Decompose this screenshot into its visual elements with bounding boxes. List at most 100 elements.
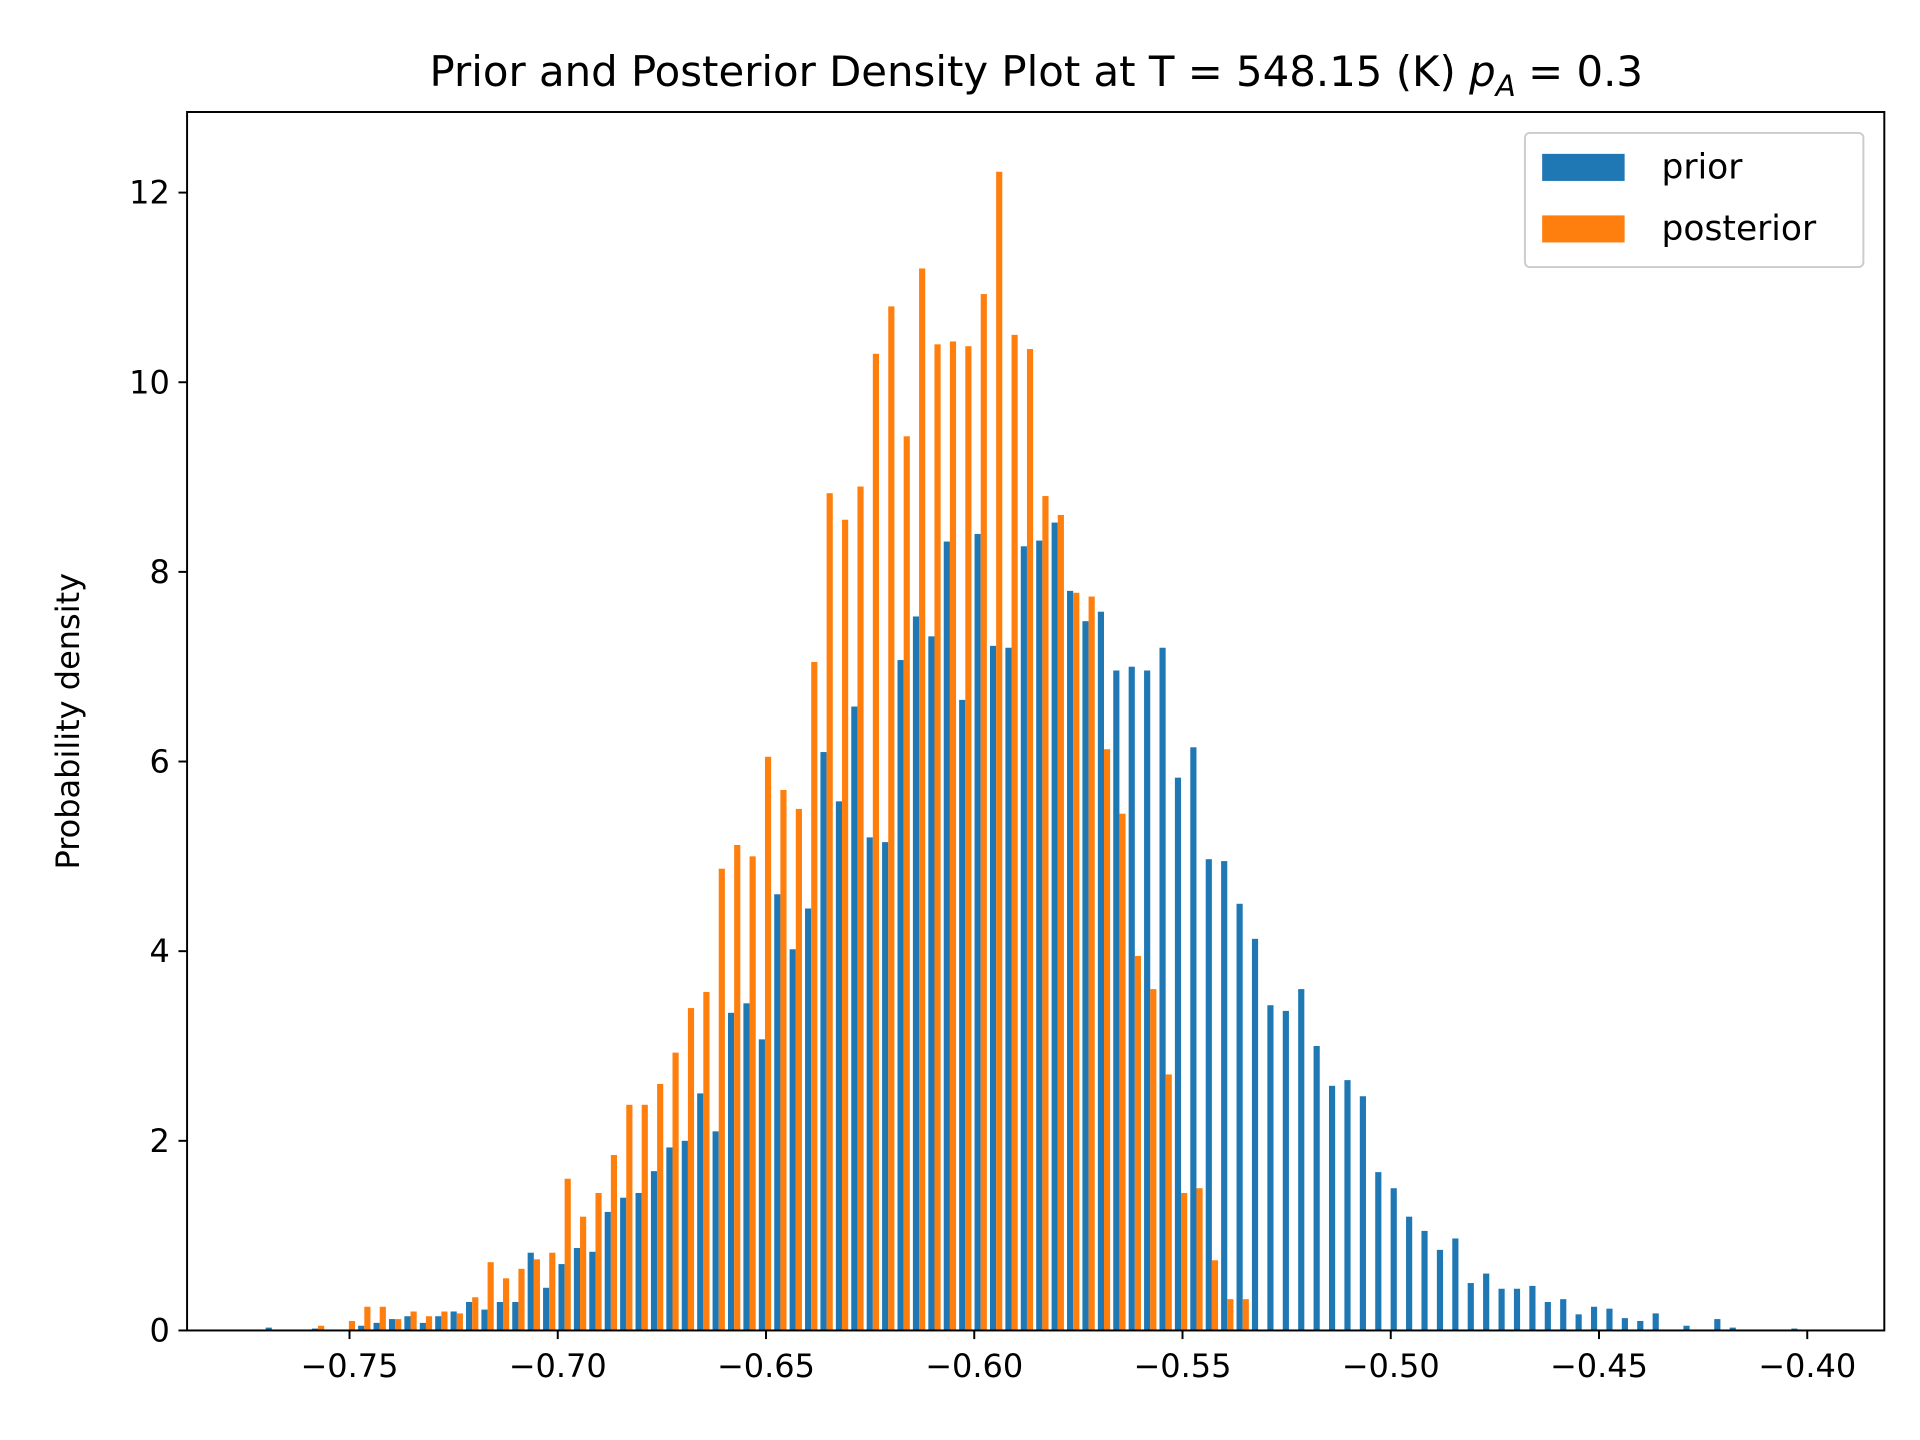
bar — [888, 306, 895, 1331]
bar — [657, 1083, 664, 1331]
bar — [872, 353, 880, 1331]
bar — [727, 1012, 735, 1331]
bar — [1119, 813, 1126, 1331]
bar — [1088, 596, 1095, 1331]
bar — [502, 1278, 510, 1331]
bar — [1067, 590, 1074, 1331]
bar — [1267, 1005, 1274, 1331]
bar — [425, 1316, 433, 1331]
bar — [1236, 903, 1243, 1331]
bar — [882, 842, 889, 1331]
bar — [512, 1302, 519, 1331]
bar — [650, 1171, 658, 1331]
bar — [441, 1311, 448, 1331]
x-tick-label: −0.60 — [925, 1347, 1023, 1385]
plot-frame — [186, 111, 1886, 1332]
bar — [533, 1259, 540, 1331]
bar — [1227, 1299, 1234, 1331]
bar — [358, 1325, 365, 1331]
bar — [395, 1319, 402, 1331]
bar — [789, 949, 796, 1331]
bar — [373, 1322, 380, 1331]
bar — [1205, 859, 1212, 1331]
bar — [1714, 1319, 1721, 1331]
y-tick-label: 10 — [129, 363, 170, 401]
y-tick-label: 12 — [129, 174, 170, 212]
bar — [764, 756, 772, 1331]
bar — [1652, 1313, 1659, 1331]
bar — [1436, 1249, 1444, 1331]
bar — [774, 894, 781, 1331]
bar — [866, 837, 873, 1331]
bar — [1020, 546, 1027, 1331]
bar — [620, 1197, 627, 1331]
bar — [549, 1252, 556, 1331]
bar — [1483, 1273, 1490, 1331]
bar — [1560, 1299, 1567, 1331]
bar — [826, 493, 833, 1331]
bar — [780, 789, 787, 1331]
bar — [580, 1216, 587, 1331]
bar — [1011, 334, 1018, 1331]
bar — [1313, 1045, 1320, 1331]
bar — [1159, 647, 1166, 1331]
legend-label: posterior — [1662, 209, 1817, 249]
bar — [1073, 592, 1080, 1331]
bar — [934, 344, 941, 1331]
bar — [1452, 1238, 1459, 1331]
bar — [1057, 514, 1064, 1331]
bar — [851, 706, 858, 1331]
bar — [1128, 666, 1135, 1331]
bar — [589, 1251, 596, 1331]
bar — [949, 341, 957, 1331]
bar — [1298, 989, 1305, 1331]
bar — [989, 645, 997, 1331]
bar — [1606, 1308, 1613, 1331]
bar — [681, 1140, 688, 1331]
title-symbol: p — [1468, 47, 1496, 96]
bar — [1390, 1188, 1397, 1331]
bar — [1144, 670, 1151, 1331]
y-tick-label: 8 — [149, 553, 169, 591]
bar — [573, 1247, 581, 1331]
bar — [743, 1003, 750, 1331]
bar — [496, 1302, 503, 1331]
bar — [1036, 540, 1043, 1331]
bar — [795, 808, 802, 1331]
bar — [1190, 747, 1197, 1331]
bar — [466, 1302, 473, 1331]
x-tick-label: −0.55 — [1133, 1347, 1231, 1385]
bar — [805, 908, 812, 1331]
bar — [364, 1306, 371, 1331]
bar — [1344, 1080, 1351, 1331]
y-tick-label: 2 — [149, 1122, 169, 1160]
bar — [919, 268, 926, 1331]
bar — [635, 1192, 642, 1331]
y-tick-label: 6 — [149, 743, 169, 781]
bar — [1051, 522, 1058, 1331]
bar — [1637, 1320, 1644, 1331]
bar — [604, 1211, 611, 1331]
bar — [666, 1147, 673, 1331]
bar — [1498, 1288, 1505, 1331]
bar — [1150, 989, 1157, 1331]
bar — [527, 1252, 534, 1331]
bar — [1529, 1285, 1536, 1331]
bar — [758, 1039, 765, 1331]
bar — [641, 1104, 648, 1331]
bar — [518, 1268, 525, 1331]
chart-title: Prior and Posterior Density Plot at T = … — [430, 47, 1643, 103]
x-tick-label: −0.65 — [717, 1347, 815, 1385]
legend-label: prior — [1662, 147, 1744, 187]
bar — [672, 1052, 679, 1331]
bar — [943, 541, 950, 1331]
bar — [348, 1320, 356, 1331]
x-tick-label: −0.75 — [300, 1347, 398, 1385]
x-tick-label: −0.70 — [509, 1347, 607, 1385]
bar — [1406, 1216, 1413, 1331]
bar — [712, 1131, 719, 1331]
bar — [472, 1297, 479, 1331]
bar — [1174, 777, 1182, 1331]
bar — [980, 294, 987, 1331]
bar — [1621, 1318, 1628, 1331]
